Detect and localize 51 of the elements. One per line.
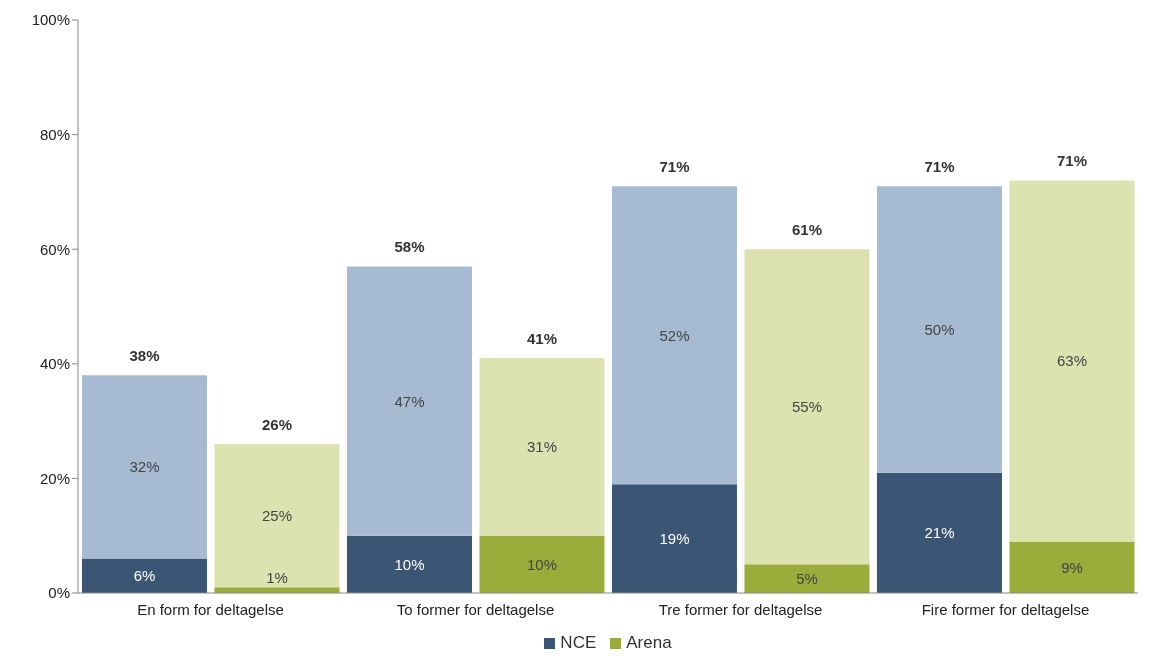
total-label: 38% <box>129 346 160 364</box>
total-label: 58% <box>394 237 425 255</box>
y-tick-label: 80% <box>39 125 70 143</box>
bar <box>611 484 737 593</box>
bar <box>479 358 605 536</box>
data-label: 5% <box>796 570 818 588</box>
x-tick-label: Tre former for deltagelse <box>658 601 823 618</box>
bar <box>744 564 870 593</box>
data-label: 1% <box>266 568 288 586</box>
data-label: 19% <box>659 530 690 548</box>
legend-label: NCE <box>559 633 597 653</box>
y-tick-label: 60% <box>39 240 70 258</box>
bar <box>81 375 207 559</box>
x-tick-label: En form for deltagelse <box>137 601 284 618</box>
data-label: 50% <box>924 320 955 338</box>
total-label: 71% <box>659 157 690 175</box>
data-label: 52% <box>659 326 690 344</box>
data-label: 63% <box>1056 352 1087 370</box>
bar <box>81 558 207 593</box>
data-label: 10% <box>526 555 557 573</box>
data-label: 25% <box>261 507 292 525</box>
data-label: 10% <box>394 555 425 573</box>
bar <box>876 186 1002 473</box>
y-tick-label: 20% <box>39 469 70 487</box>
y-tick-label: 0% <box>48 584 70 602</box>
y-tick-label: 40% <box>39 355 70 373</box>
total-label: 26% <box>261 415 292 433</box>
x-tick-label: Fire former for deltagelse <box>921 601 1090 618</box>
data-label: 32% <box>129 458 160 476</box>
bar <box>744 249 870 565</box>
bar <box>346 266 472 536</box>
data-label: 47% <box>394 392 425 410</box>
total-label: 71% <box>924 157 955 175</box>
total-label: 41% <box>526 329 557 347</box>
data-label: 6% <box>133 567 156 585</box>
bar <box>346 535 472 593</box>
total-label: 61% <box>791 220 822 238</box>
data-label: 31% <box>526 438 557 456</box>
legend-label: Arena <box>625 633 672 653</box>
bar <box>214 444 340 588</box>
bar <box>611 186 737 485</box>
bar <box>1009 180 1135 542</box>
data-label: 9% <box>1061 558 1083 576</box>
total-label: 71% <box>1056 151 1087 169</box>
bar <box>479 535 605 593</box>
data-label: 55% <box>791 398 822 416</box>
bar <box>1009 541 1135 593</box>
bar <box>876 472 1002 593</box>
x-tick-label: To former for deltagelse <box>396 601 555 618</box>
y-tick-label: 100% <box>31 11 70 29</box>
data-label: 21% <box>924 524 955 542</box>
